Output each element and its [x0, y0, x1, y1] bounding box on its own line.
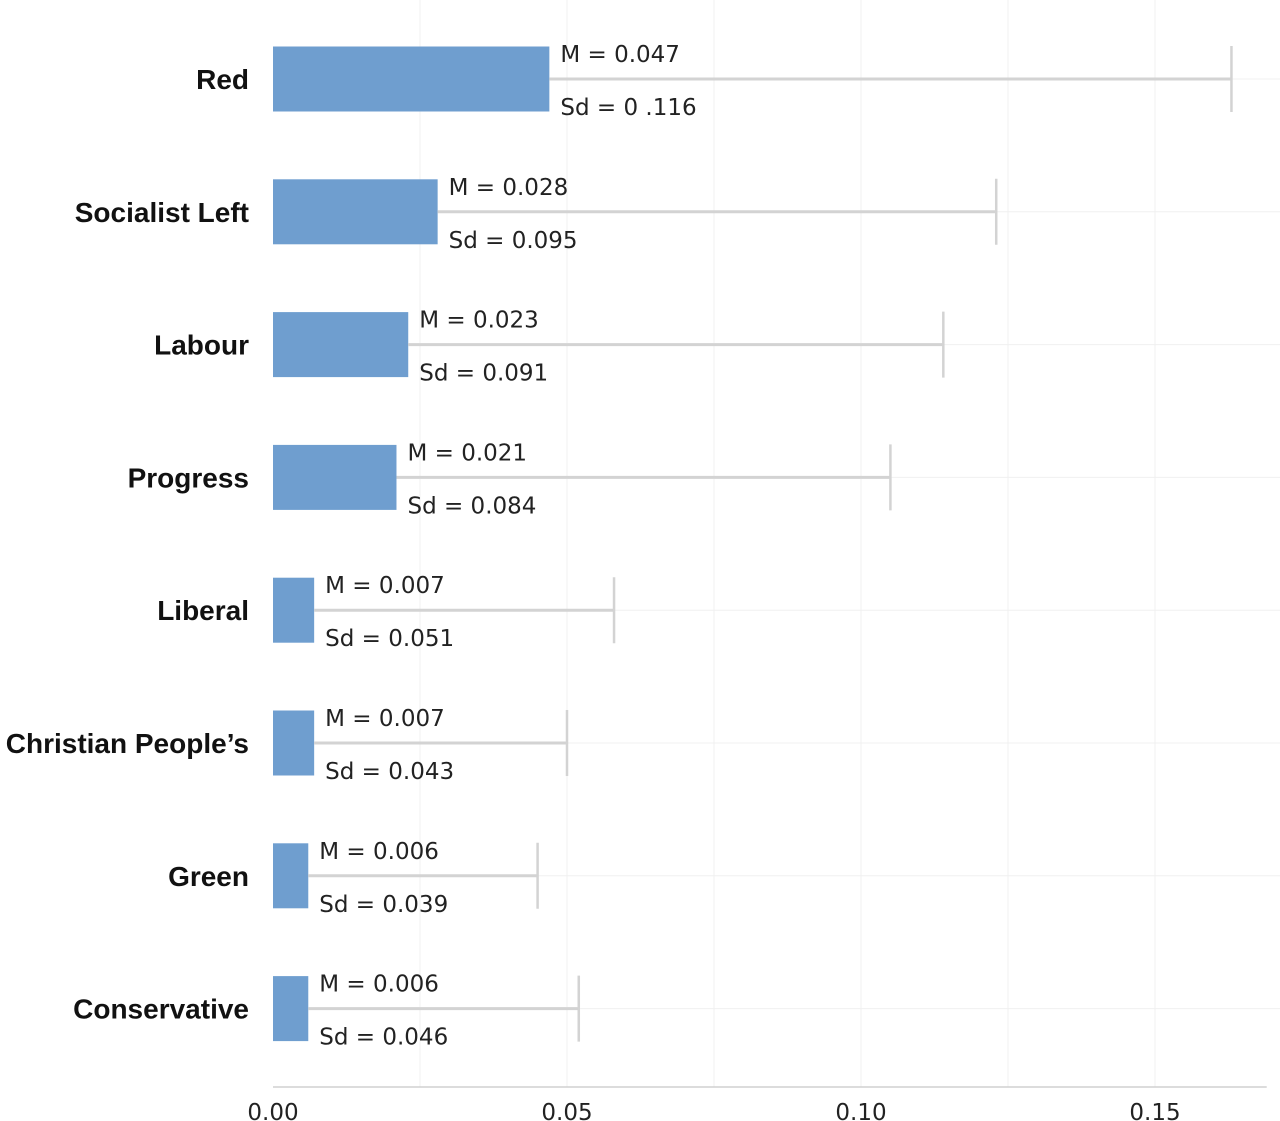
category-label: Liberal	[157, 595, 249, 626]
category-label: Christian People’s	[6, 728, 249, 759]
mean-label: M = 0.006	[319, 972, 439, 998]
category-label: Socialist Left	[75, 197, 249, 228]
bar	[273, 46, 550, 112]
category-label: Red	[196, 64, 249, 95]
mean-label: M = 0.007	[325, 706, 445, 732]
bar	[273, 312, 409, 378]
sd-label: Sd = 0.051	[325, 626, 454, 652]
bar	[273, 577, 315, 643]
mean-label: M = 0.028	[449, 175, 569, 201]
sd-label: Sd = 0.046	[319, 1025, 448, 1051]
mean-label: M = 0.021	[407, 440, 527, 466]
category-label: Progress	[128, 462, 249, 493]
mean-label: M = 0.023	[419, 308, 539, 334]
mean-label: M = 0.047	[560, 42, 680, 68]
bar	[273, 976, 309, 1042]
sd-label: Sd = 0.084	[407, 493, 536, 519]
mean-label: M = 0.006	[319, 839, 439, 865]
bar	[273, 710, 315, 776]
bar	[273, 444, 397, 510]
x-tick-label: 0.05	[541, 1100, 592, 1121]
sd-label: Sd = 0.039	[319, 892, 448, 918]
sd-label: Sd = 0.095	[449, 228, 578, 254]
x-tick-label: 0.15	[1129, 1100, 1180, 1121]
sd-label: Sd = 0.091	[419, 361, 548, 387]
x-tick-label: 0.10	[835, 1100, 886, 1121]
sd-label: Sd = 0 .116	[560, 95, 696, 121]
category-label: Conservative	[73, 994, 249, 1025]
x-tick-label: 0.00	[247, 1100, 298, 1121]
bar	[273, 179, 438, 245]
category-label: Green	[168, 861, 249, 892]
sd-label: Sd = 0.043	[325, 759, 454, 785]
category-label: Labour	[154, 330, 249, 361]
mean-label: M = 0.007	[325, 573, 445, 599]
bar	[273, 843, 309, 909]
